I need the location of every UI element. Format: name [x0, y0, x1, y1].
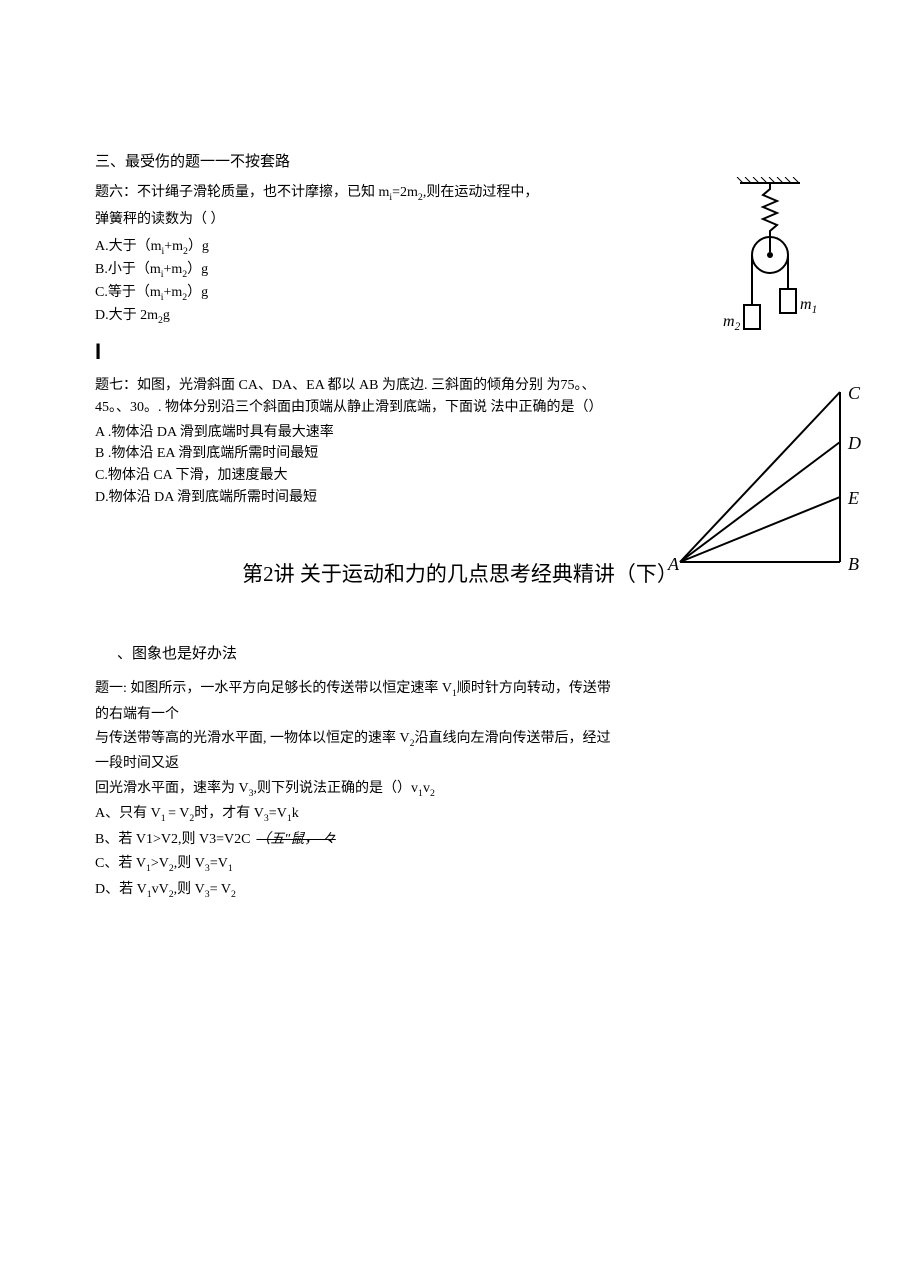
q6-choice-d: D.大于 2m2g	[95, 305, 595, 328]
q6c-mid: +m	[163, 285, 182, 300]
q1-l3-v1: v	[411, 781, 418, 796]
q1-line2: 与传送带等高的光滑水平面, 一物体以恒定的速率 V2沿直线向左滑向传送带后，经过	[95, 728, 825, 751]
q1-l3a: 回光滑水平面，速率为 V	[95, 781, 249, 796]
q6-stem-line1: 题六：不计绳子滑轮质量，也不计摩擦，已知 mi=2m2,则在运动过程中，	[95, 182, 595, 205]
q7-choice-d: D.物体沿 DA 滑到底端所需时间最短	[95, 487, 635, 509]
q7-choice-a: A .物体沿 DA 滑到底端时具有最大速率	[95, 422, 635, 444]
q6c-tail: ）g	[187, 285, 208, 300]
q1a-t: 时，才有 V	[194, 806, 264, 821]
q1c-m: >V	[151, 856, 169, 871]
q1d-v: vV	[152, 882, 169, 897]
q6-choice-a: A.大于（mi+m2）g	[95, 236, 595, 259]
subsection-heading: 、图象也是好办法	[117, 642, 825, 666]
label-B: B	[848, 554, 859, 574]
q1a-k: k	[292, 806, 299, 821]
question-1-block: 题一: 如图所示，一水平方向足够长的传送带以恒定速率 V1顺时针方向转动，传送带…	[95, 678, 825, 902]
q1b-a: B、若 V1>V2,则 V3=V2C	[95, 832, 250, 847]
q1-l3-v2: v	[423, 781, 430, 796]
incline-svg: A B C D E	[650, 387, 870, 577]
label-E: E	[847, 488, 859, 508]
m2-label: m2	[723, 309, 740, 337]
pulley-svg	[705, 177, 815, 337]
q1a-m: = V	[168, 806, 189, 821]
m2-m: m	[723, 313, 735, 330]
q6b-tail: ）g	[187, 262, 208, 277]
q1-l3-s2: 2	[430, 788, 435, 799]
q6-stem-tail: ,则在运动过程中，	[423, 185, 539, 200]
q1d-a: D、若 V	[95, 882, 147, 897]
q1-choice-c: C、若 V1>V2,则 V3=V1	[95, 853, 825, 876]
q6a-pre: A.大于（m	[95, 239, 162, 254]
q1d-t: ,则 V	[174, 882, 205, 897]
q6-choice-c: C.等于（mi+m2）g	[95, 282, 595, 305]
q7-stem-line2: 45。、30。. 物体分别沿三个斜面由顶端从静止滑到底端，下面说 法中正确的是（…	[95, 397, 635, 419]
q6-choices: A.大于（mi+m2）g B.小于（mi+m2）g C.等于（mi+m2）g D…	[95, 236, 595, 328]
q1-l1a: 题一: 如图所示，一水平方向足够长的传送带以恒定速率 V	[95, 681, 452, 696]
q1c-t: ,则 V	[174, 856, 205, 871]
q6d-tail: g	[163, 308, 170, 323]
q1d-eq: = V	[210, 882, 231, 897]
q1-line3: 回光滑水平面，速率为 V3,则下列说法正确的是（）v1v2	[95, 778, 825, 801]
q1a-s1: 1	[161, 813, 168, 824]
q1a-eq: =V	[269, 806, 287, 821]
m2-sub: 2	[735, 321, 741, 333]
q6b-pre: B.小于（m	[95, 262, 161, 277]
q1-line1c: 的右端有一个	[95, 704, 825, 726]
m1-m: m	[800, 296, 812, 313]
q6-stem-line2: 弹簧秤的读数为（ ）	[95, 209, 595, 231]
q1-choice-d: D、若 V1vV2,则 V3= V2	[95, 879, 825, 902]
q6a-mid: +m	[164, 239, 183, 254]
m1-label: m1	[800, 292, 817, 320]
q1-l2b: 沿直线向左滑向传送带后，经过	[415, 731, 611, 746]
label-A: A	[667, 554, 680, 574]
q6-stem-a: 题六：不计绳子滑轮质量，也不计摩擦，已知 m	[95, 185, 389, 200]
q7-choices: A .物体沿 DA 滑到底端时具有最大速率 B .物体沿 EA 滑到底端所需时间…	[95, 422, 635, 509]
section-3-heading: 三、最受伤的题一一不按套路	[95, 150, 825, 174]
q1c-a: C、若 V	[95, 856, 146, 871]
q7-choice-c: C.物体沿 CA 下滑，加速度最大	[95, 465, 635, 487]
q1-line2c: 一段时间又返	[95, 753, 825, 775]
q6c-pre: C.等于（m	[95, 285, 161, 300]
q1-line1: 题一: 如图所示，一水平方向足够长的传送带以恒定速率 V1顺时针方向转动，传送带	[95, 678, 825, 701]
q1b-strike: （五″鼠， 々	[256, 832, 335, 847]
q1c-s4: 1	[228, 863, 233, 874]
q7-stem-line1: 题七：如图，光滑斜面 CA、DA、EA 都以 AB 为底边. 三斜面的倾角分别 …	[95, 375, 635, 397]
q7-choice-b: B .物体沿 EA 滑到底端所需时间最短	[95, 443, 635, 465]
label-D: D	[847, 433, 861, 453]
pulley-diagram: m2 m1	[705, 177, 815, 345]
question-7-text: 题七：如图，光滑斜面 CA、DA、EA 都以 AB 为底边. 三斜面的倾角分别 …	[95, 375, 635, 509]
q1c-eq: =V	[210, 856, 228, 871]
q1a-a: A、只有 V	[95, 806, 161, 821]
q1-l1b: 顺时针方向转动，传送带	[457, 681, 611, 696]
q1d-s4: 2	[231, 888, 236, 899]
q6a-tail: ）g	[188, 239, 209, 254]
label-C: C	[848, 387, 861, 403]
q1-l3b: ,则下列说法正确的是（）	[254, 781, 412, 796]
question-6-text: 题六：不计绳子滑轮质量，也不计摩擦，已知 mi=2m2,则在运动过程中， 弹簧秤…	[95, 182, 595, 328]
q1-choice-a: A、只有 V1 = V2时，才有 V3=V1k	[95, 803, 825, 826]
q1-choice-b: B、若 V1>V2,则 V3=V2C （五″鼠， 々	[95, 829, 825, 851]
q6-stem-mid: =2m	[392, 185, 418, 200]
q1-l2a: 与传送带等高的光滑水平面, 一物体以恒定的速率 V	[95, 731, 410, 746]
q6-choice-b: B.小于（mi+m2）g	[95, 259, 595, 282]
m1-sub: 1	[812, 304, 818, 316]
incline-diagram: A B C D E	[650, 387, 870, 585]
q6d-pre: D.大于 2m	[95, 308, 158, 323]
q6b-mid: +m	[163, 262, 182, 277]
question-6-block: 题六：不计绳子滑轮质量，也不计摩擦，已知 mi=2m2,则在运动过程中， 弹簧秤…	[95, 182, 825, 328]
question-7-block: 题七：如图，光滑斜面 CA、DA、EA 都以 AB 为底边. 三斜面的倾角分别 …	[95, 375, 825, 509]
